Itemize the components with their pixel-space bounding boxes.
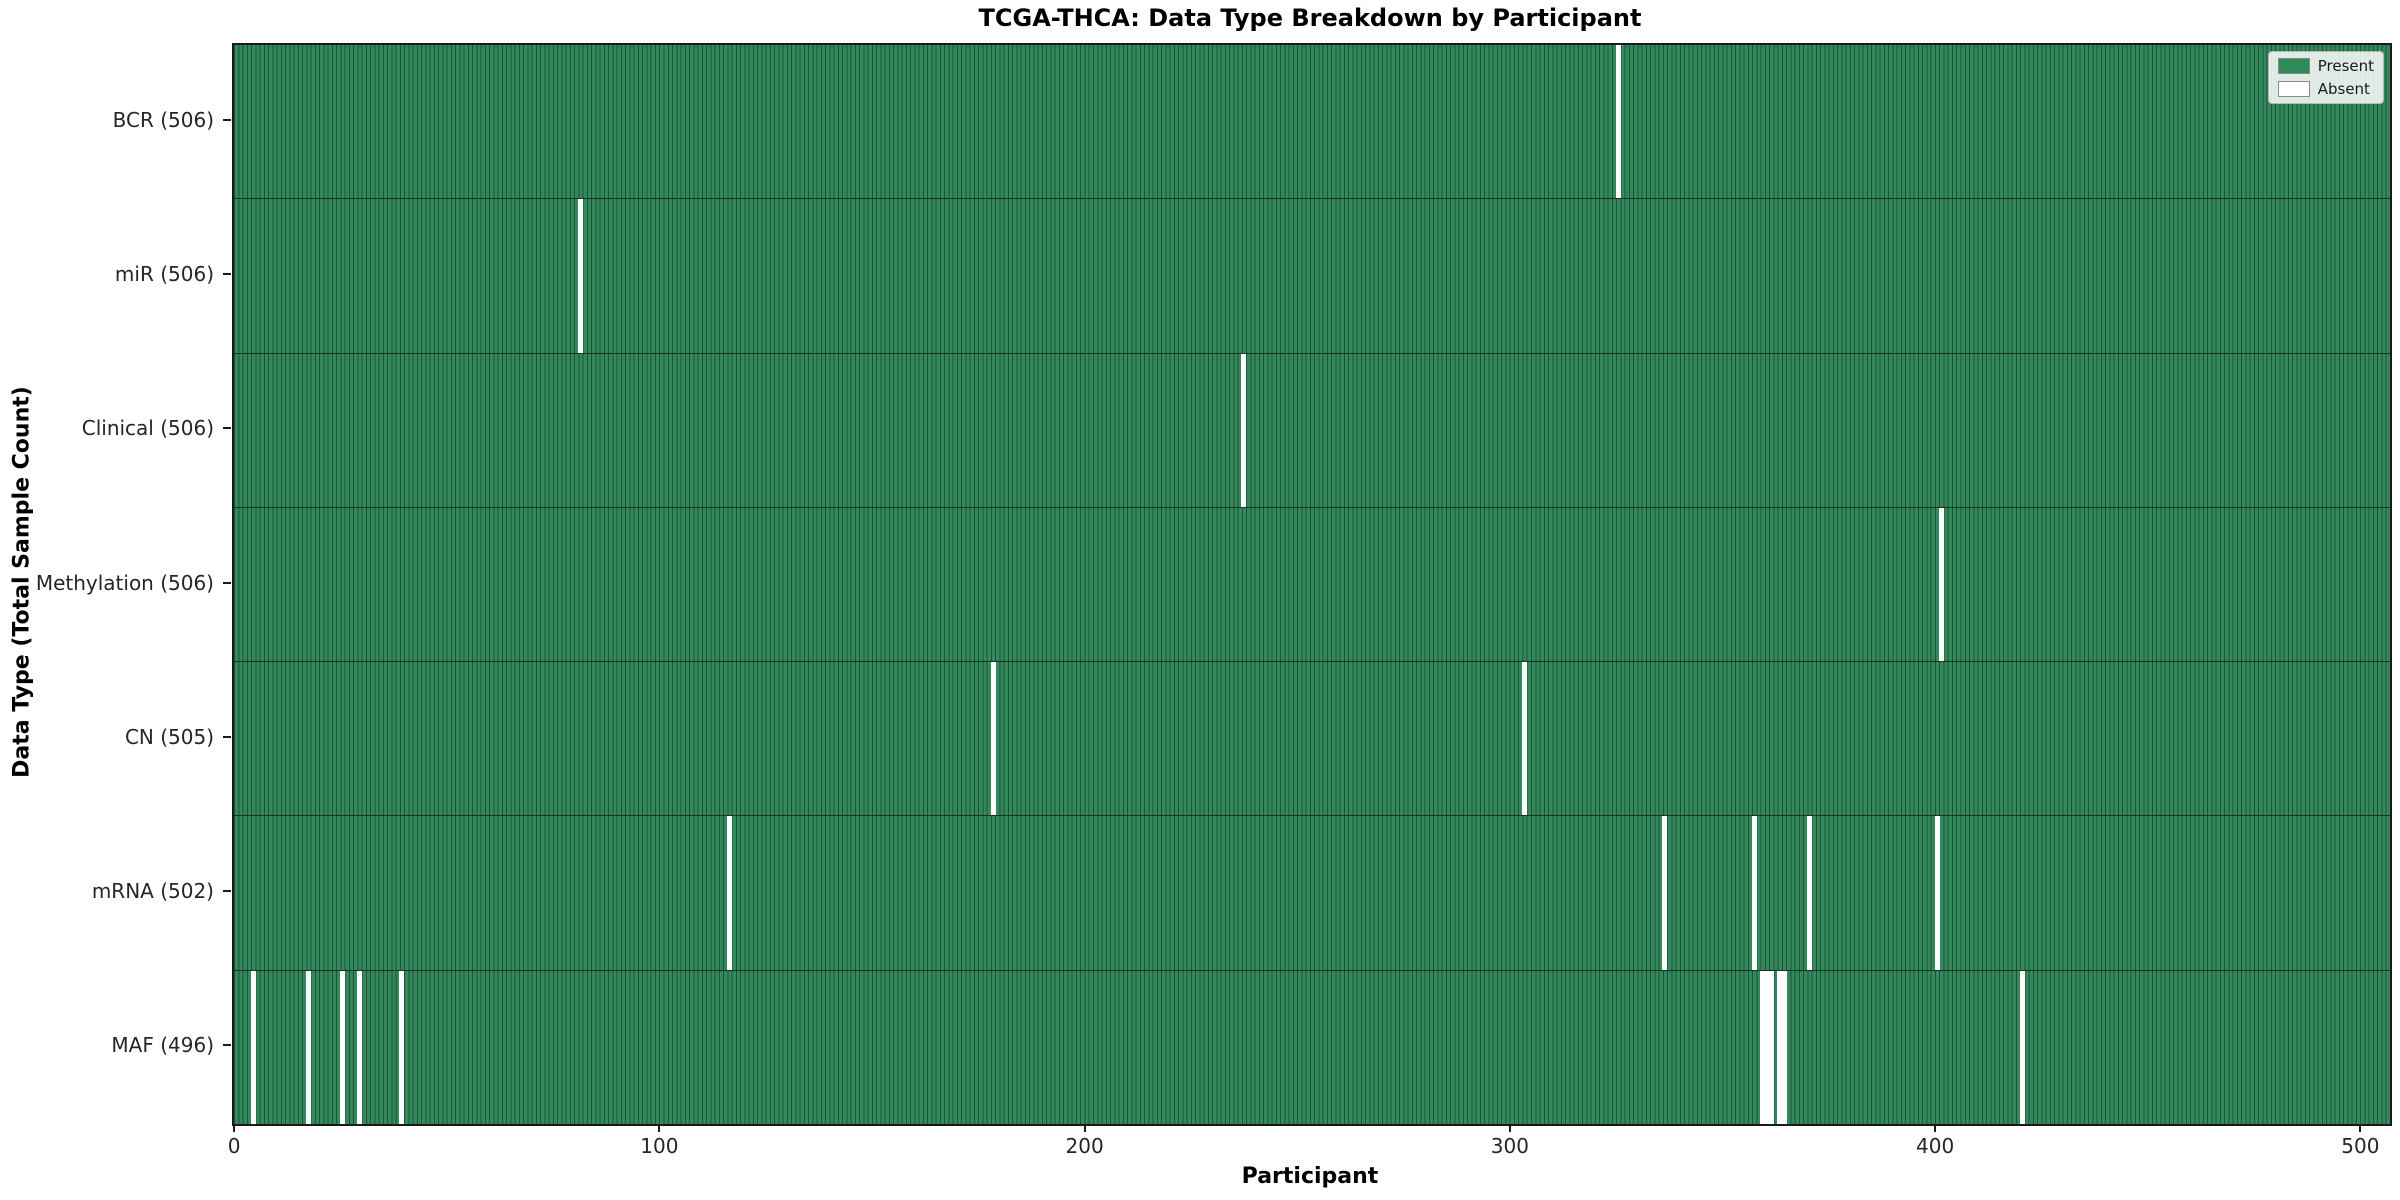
y-tick-label-maf: MAF (496) <box>111 1032 214 1057</box>
legend: Present Absent <box>2267 51 2384 104</box>
absent-stripe-mrna-357 <box>1751 816 1757 970</box>
y-tick-mark-mrna <box>223 889 231 892</box>
plot-area: Present Absent <box>232 43 2392 1126</box>
absent-stripe-maf-25 <box>339 970 345 1124</box>
heatmap-row-bcr <box>234 45 2390 200</box>
absent-stripe-maf-420 <box>2019 970 2025 1124</box>
y-tick-label-mrna: mRNA (502) <box>91 878 214 903</box>
heatmap-row-maf <box>234 970 2390 1124</box>
heatmap-row-methylation <box>234 507 2390 663</box>
x-tick-mark-400 <box>1934 1124 1937 1132</box>
y-tick-label-mir: miR (506) <box>114 262 214 287</box>
heatmap-row-cn <box>234 662 2390 817</box>
x-tick-mark-300 <box>1508 1124 1511 1132</box>
heatmap-row-mrna <box>234 816 2390 971</box>
x-tick-mark-200 <box>1083 1124 1086 1132</box>
y-tick-label-bcr: BCR (506) <box>112 108 214 133</box>
y-tick-label-cn: CN (505) <box>124 724 214 749</box>
heatmap-rows <box>234 45 2390 1124</box>
absent-stripe-maf-363 <box>1777 970 1783 1124</box>
absent-stripe-mrna-370 <box>1807 816 1813 970</box>
x-tick-label-500: 500 <box>2341 1134 2380 1158</box>
absent-stripe-mrna-400 <box>1934 816 1940 970</box>
absent-stripe-maf-39 <box>399 970 405 1124</box>
absent-stripe-maf-17 <box>305 970 311 1124</box>
legend-present-label: Present <box>2317 57 2374 75</box>
y-tick-label-methylation: Methylation (506) <box>35 570 214 595</box>
absent-stripe-cn-178 <box>990 662 996 816</box>
x-tick-label-0: 0 <box>227 1134 241 1158</box>
y-tick-mark-maf <box>223 1043 231 1046</box>
x-tick-mark-100 <box>658 1124 661 1132</box>
absent-stripe-maf-359 <box>1760 970 1766 1124</box>
x-tick-label-400: 400 <box>1916 1134 1955 1158</box>
y-tick-label-clinical: Clinical (506) <box>81 416 214 441</box>
absent-stripe-methylation-401 <box>1938 507 1944 662</box>
legend-present-swatch <box>2277 58 2310 74</box>
x-tick-label-200: 200 <box>1065 1134 1104 1158</box>
absent-stripe-maf-360 <box>1764 970 1770 1124</box>
y-tick-mark-mir <box>223 273 231 276</box>
x-tick-mark-500 <box>2359 1124 2362 1132</box>
absent-stripe-maf-361 <box>1768 970 1774 1124</box>
heatmap-row-clinical <box>234 353 2390 508</box>
y-tick-mark-cn <box>223 735 231 738</box>
chart-title: TCGA-THCA: Data Type Breakdown by Partic… <box>978 4 1642 32</box>
absent-stripe-maf-29 <box>356 970 362 1124</box>
x-axis-label: Participant <box>1241 1164 1379 1189</box>
legend-absent-label: Absent <box>2317 80 2370 98</box>
absent-stripe-mir-81 <box>578 199 584 353</box>
absent-stripe-cn-303 <box>1522 662 1528 816</box>
legend-item-absent: Absent <box>2277 80 2374 98</box>
x-tick-label-100: 100 <box>640 1134 679 1158</box>
absent-stripe-bcr-325 <box>1615 45 1621 199</box>
absent-stripe-mrna-336 <box>1662 816 1668 970</box>
x-tick-label-300: 300 <box>1490 1134 1529 1158</box>
y-tick-mark-bcr <box>223 119 231 122</box>
absent-stripe-mrna-116 <box>726 816 732 970</box>
absent-stripe-maf-364 <box>1781 970 1787 1124</box>
heatmap-row-mir <box>234 199 2390 354</box>
absent-stripe-maf-4 <box>250 970 256 1124</box>
y-tick-mark-methylation <box>223 581 231 584</box>
absent-stripe-clinical-237 <box>1241 353 1247 507</box>
legend-item-present: Present <box>2277 57 2374 75</box>
y-tick-mark-clinical <box>223 427 231 430</box>
legend-absent-swatch <box>2277 81 2310 97</box>
x-tick-mark-0 <box>233 1124 236 1132</box>
